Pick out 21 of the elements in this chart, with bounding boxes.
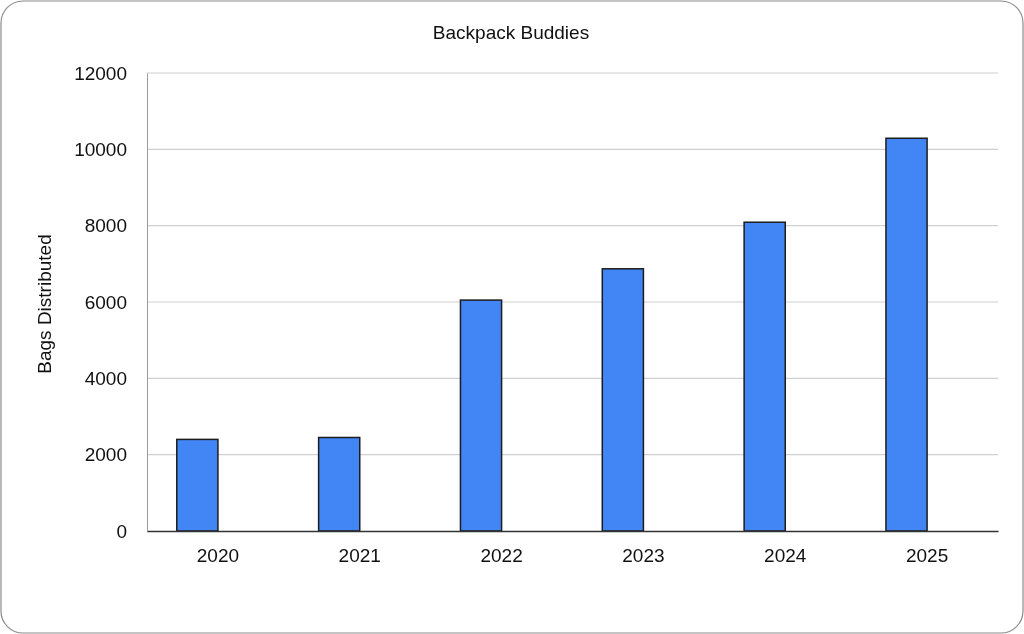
y-tick-label: 12000 [74, 62, 127, 84]
x-tick-label: 2022 [480, 545, 523, 567]
bar [459, 299, 503, 532]
y-tick-label: 8000 [84, 215, 127, 237]
x-tick-label: 2024 [764, 545, 807, 567]
x-tick-label: 2025 [905, 545, 949, 567]
y-tick-label: 6000 [84, 291, 127, 313]
x-tick-label: 2023 [622, 545, 665, 567]
chart-title: Backpack Buddies [432, 22, 590, 43]
bar [601, 268, 645, 532]
bar [317, 436, 361, 532]
y-tick-label: 4000 [84, 367, 127, 389]
x-tick-label: 2021 [338, 545, 381, 567]
bar [743, 221, 786, 532]
y-tick-label: 10000 [74, 138, 127, 160]
x-tick-label: 2020 [196, 545, 240, 567]
y-tick-label: 2000 [84, 444, 127, 466]
bar [885, 137, 928, 532]
y-tick-label: 0 [116, 520, 127, 542]
bar [176, 438, 219, 532]
y-axis-title: Bags Distributed [34, 234, 55, 374]
